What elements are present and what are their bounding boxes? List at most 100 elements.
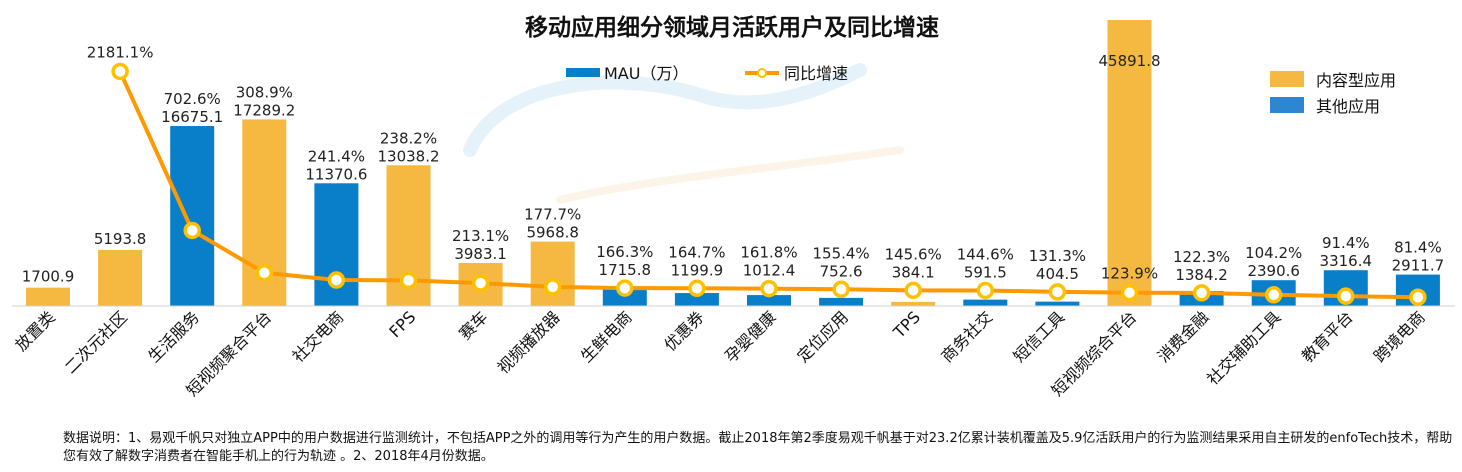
growth-point-12: [904, 281, 922, 300]
legend-label-mau: MAU（万）: [604, 64, 688, 83]
growth-label-13: 144.6%: [957, 245, 1014, 263]
growth-point-7: [543, 278, 562, 296]
growth-label-17: 104.2%: [1245, 244, 1302, 262]
x-tick-label-12: TPS: [889, 307, 924, 342]
mau-label-5: 13038.2: [377, 147, 439, 165]
growth-label-18: 91.4%: [1322, 234, 1370, 252]
legend-label-growth: 同比增速: [784, 64, 848, 83]
growth-point-10: [760, 279, 778, 298]
x-tick-label-18: 教育平台: [1298, 307, 1357, 366]
mau-label-0: 1700.9: [22, 268, 75, 286]
legend-top: MAU（万） 同比增速: [566, 64, 848, 83]
bar-7: [530, 241, 575, 306]
mau-label-3: 17289.2: [233, 101, 295, 119]
legend-swatch-other: [1270, 97, 1304, 113]
growth-label-6: 213.1%: [452, 227, 509, 245]
mau-label-15: 45891.8: [1098, 52, 1160, 70]
growth-label-14: 131.3%: [1029, 247, 1086, 265]
legend-swatch-mau: [566, 68, 600, 77]
footnote: 数据说明：1、易观千帆只对独立APP中的用户数据进行监测统计，不包括APP之外的…: [63, 431, 1453, 464]
mau-label-9: 1199.9: [671, 261, 724, 279]
growth-point-15: [1120, 283, 1139, 302]
x-tick-label-17: 社交辅助工具: [1203, 307, 1284, 388]
x-tick-label-10: 孕婴健康: [721, 307, 780, 366]
bar-13: [963, 299, 1008, 306]
growth-label-10: 161.8%: [740, 244, 797, 262]
x-tick-label-8: 生鲜电商: [577, 307, 636, 366]
bar-0: [26, 287, 70, 306]
growth-label-8: 166.3%: [596, 243, 653, 261]
bar-15: [1107, 20, 1152, 306]
chart: 移动应用细分领域月活跃用户及同比增速 MAU（万） 同比增速 内容型应用 其他应…: [11, 14, 1455, 400]
growth-point-13: [976, 281, 995, 300]
bar-11: [819, 297, 864, 306]
x-tick-label-11: 定位应用: [793, 307, 852, 366]
growth-label-5: 238.2%: [380, 129, 437, 147]
mau-label-4: 11370.6: [305, 165, 367, 183]
bar-14: [1035, 301, 1080, 306]
bar-1: [98, 249, 143, 306]
bar-9: [674, 293, 719, 306]
growth-label-11: 155.4%: [812, 244, 869, 262]
x-tick-label-9: 优惠券: [660, 307, 707, 354]
x-tick-label-6: 赛车: [455, 307, 491, 343]
mau-label-14: 404.5: [1036, 265, 1079, 283]
growth-point-17: [1264, 286, 1283, 304]
legend-label-content: 内容型应用: [1316, 71, 1396, 90]
watermark-logo: [463, 63, 904, 204]
legend-label-other: 其他应用: [1316, 97, 1380, 116]
growth-label-9: 164.7%: [668, 243, 725, 261]
bar-2: [170, 126, 215, 307]
x-tick-label-4: 社交电商: [289, 307, 348, 366]
chart-title: 移动应用细分领域月活跃用户及同比增速: [525, 14, 939, 41]
growth-point-16: [1192, 284, 1211, 302]
mau-label-10: 1012.4: [743, 262, 796, 280]
growth-label-19: 81.4%: [1394, 239, 1442, 257]
mau-label-8: 1715.8: [599, 261, 652, 279]
mau-label-17: 2390.6: [1247, 262, 1300, 280]
mau-label-2: 16675.1: [161, 108, 223, 126]
growth-label-16: 122.3%: [1173, 248, 1230, 266]
mau-label-19: 2911.7: [1392, 257, 1445, 275]
mau-label-13: 591.5: [964, 263, 1007, 281]
mau-label-18: 3316.4: [1320, 252, 1373, 270]
growth-point-4: [327, 271, 346, 289]
bar-10: [747, 295, 791, 306]
x-tick-label-1: 二次元社区: [61, 307, 131, 377]
growth-label-3: 308.9%: [236, 83, 293, 101]
mau-label-1: 5193.8: [94, 230, 147, 248]
growth-point-6: [471, 274, 490, 292]
x-tick-label-19: 跨境电商: [1370, 307, 1429, 366]
x-tick-label-16: 消费金融: [1154, 307, 1213, 366]
x-tick-label-7: 视频播放器: [494, 307, 564, 377]
legend-right: 内容型应用 其他应用: [1270, 71, 1396, 116]
growth-point-9: [688, 279, 706, 298]
x-tick-label-2: 生活服务: [144, 307, 203, 366]
growth-label-4: 241.4%: [308, 147, 365, 165]
growth-point-14: [1048, 283, 1067, 301]
growth-point-1: [111, 62, 129, 81]
growth-point-8: [616, 279, 634, 297]
growth-label-15: 123.9%: [1101, 265, 1158, 283]
growth-label-1: 2181.1%: [87, 43, 154, 61]
mau-label-6: 3983.1: [454, 245, 507, 263]
growth-point-5: [399, 271, 418, 290]
growth-label-2: 702.6%: [164, 90, 221, 108]
legend-swatch-content: [1270, 71, 1304, 87]
growth-point-2: [183, 221, 201, 240]
mau-label-7: 5968.8: [526, 224, 579, 242]
mau-label-12: 384.1: [892, 263, 935, 281]
mau-label-16: 1384.2: [1175, 266, 1228, 284]
growth-label-7: 177.7%: [524, 206, 581, 224]
growth-point-3: [255, 264, 274, 282]
x-tick-label-13: 商务社交: [937, 307, 996, 366]
x-tick-label-0: 放置类: [11, 307, 58, 354]
growth-label-12: 145.6%: [885, 245, 942, 263]
growth-point-11: [832, 280, 850, 299]
growth-point-19: [1409, 288, 1427, 306]
x-tick-label-5: FPS: [385, 307, 419, 341]
growth-point-18: [1337, 287, 1355, 305]
bar-12: [891, 301, 936, 306]
x-tick-label-14: 短信工具: [1010, 307, 1069, 366]
mau-label-11: 752.6: [820, 262, 863, 280]
